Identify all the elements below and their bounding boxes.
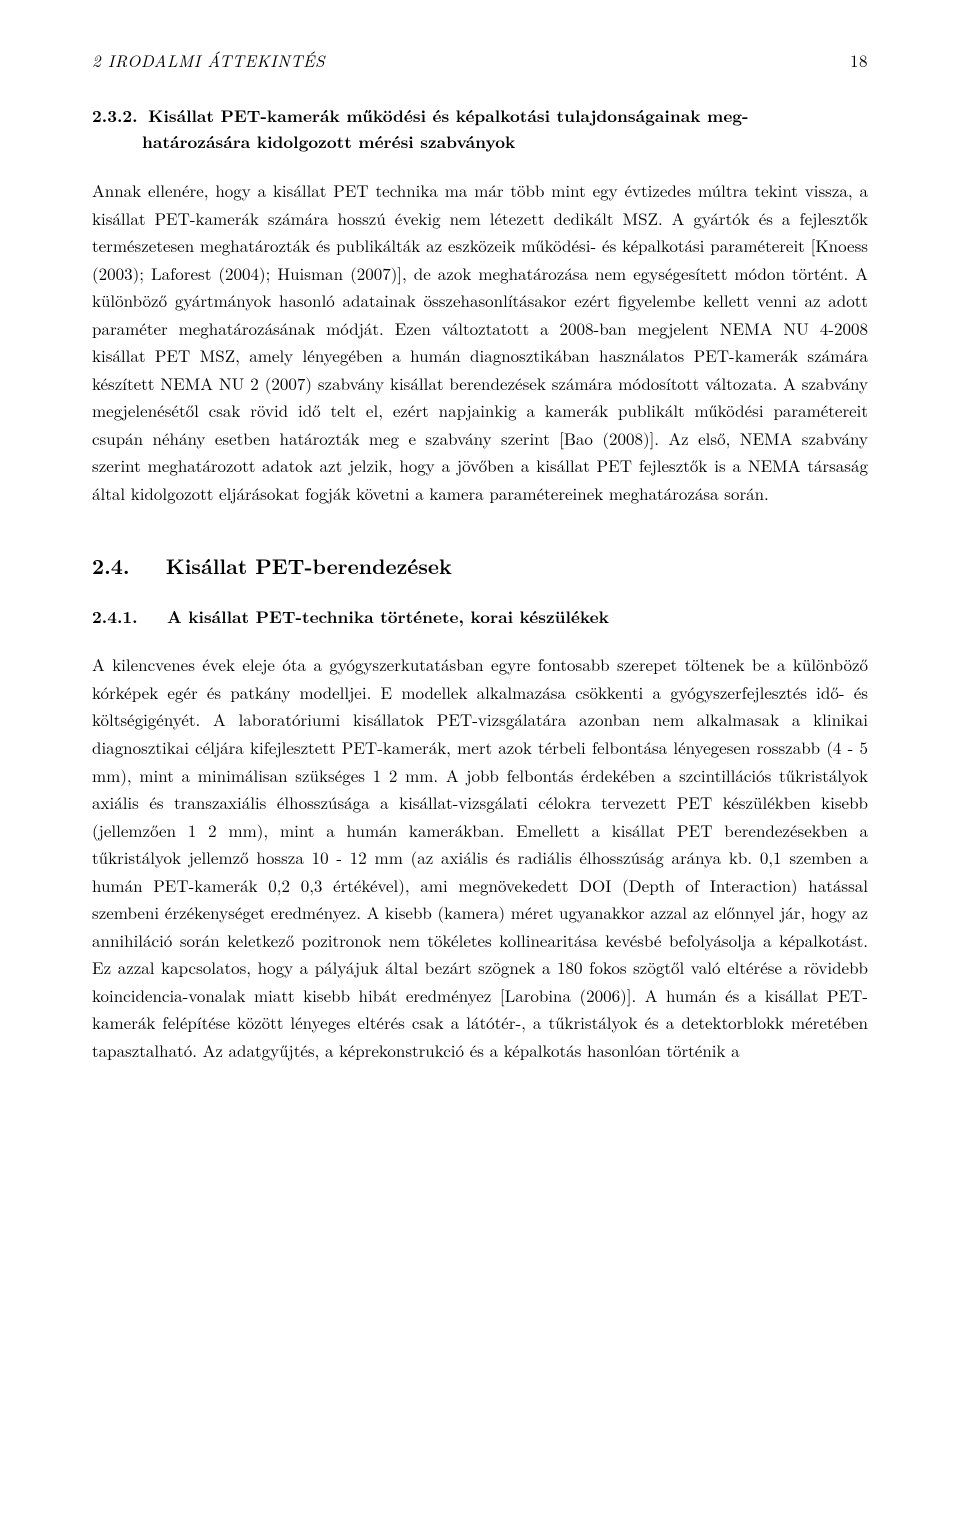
section-number: 2.4. <box>92 551 130 581</box>
header-page-number: 18 <box>850 48 868 72</box>
document-page: 2 IRODALMI ÁTTEKINTÉS 18 2.3.2. Kisállat… <box>0 0 960 1534</box>
section-heading-24: 2.4. Kisállat PET-berendezések <box>92 551 868 581</box>
running-header: 2 IRODALMI ÁTTEKINTÉS 18 <box>92 48 868 72</box>
subsection-heading-241: 2.4.1. A kisállat PET-technika története… <box>92 605 868 629</box>
subsection-title-line1: Kisállat PET-kamerák működési és képalko… <box>148 104 748 128</box>
header-section-label: 2 IRODALMI ÁTTEKINTÉS <box>92 48 325 72</box>
subsection-title-line2: határozására kidolgozott mérési szabvány… <box>142 130 515 156</box>
subsection-title-241: A kisállat PET-technika története, korai… <box>167 605 609 629</box>
section-title: Kisállat PET-berendezések <box>166 551 452 581</box>
body-paragraph-1: Annak ellenére, hogy a kisállat PET tech… <box>92 177 868 507</box>
body-paragraph-2: A kilencvenes évek eleje óta a gyógyszer… <box>92 651 868 1064</box>
subsection-heading-232: 2.3.2. Kisállat PET-kamerák működési és … <box>92 104 868 155</box>
subsection-number: 2.3.2. <box>92 104 138 128</box>
subsection-number-241: 2.4.1. <box>92 605 138 629</box>
